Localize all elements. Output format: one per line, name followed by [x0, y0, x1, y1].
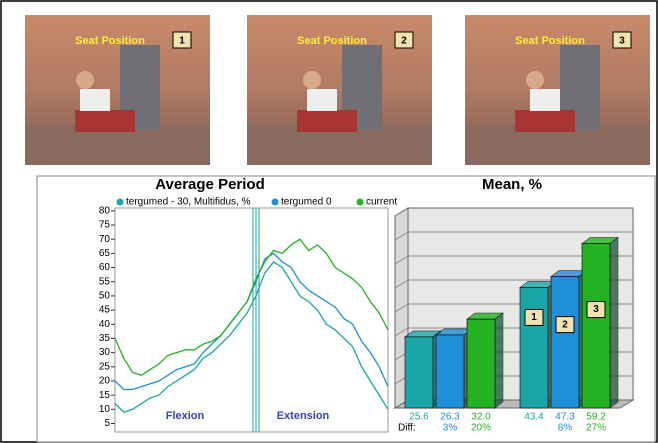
person-body: [530, 89, 560, 111]
legend-label: tergumed 0: [281, 197, 332, 208]
diff-value: 27%: [586, 423, 606, 434]
diff-label: Diff:: [398, 423, 416, 434]
value-label: 43.4: [524, 412, 544, 423]
photo-number-box: [394, 31, 414, 49]
wall-grid-line: [394, 303, 409, 313]
legend-label: tergumed - 30, Multifidus, %: [126, 197, 251, 208]
person-body: [307, 89, 337, 111]
diff-value: 8%: [558, 423, 573, 434]
photo-number: 2: [401, 36, 407, 47]
y-tick-label: 65: [99, 248, 111, 259]
bar-marker-box: [555, 316, 575, 334]
annotation: Flexion: [166, 410, 205, 422]
bar-chart-title: Mean, %: [482, 176, 542, 193]
bar: [466, 318, 496, 409]
line-plot-area: [114, 207, 389, 433]
legend-marker: [116, 198, 124, 206]
y-tick-label: 10: [99, 404, 111, 415]
line: [114, 238, 389, 377]
seat: [297, 110, 357, 132]
bar-side: [494, 312, 504, 409]
y-tick-label: 15: [99, 390, 111, 401]
person-body: [80, 89, 110, 111]
person-head: [303, 71, 321, 89]
y-tick-label: 45: [99, 305, 111, 316]
wall-grid-line: [394, 279, 409, 289]
person-head: [526, 71, 544, 89]
photo-row: Seat Position 1 Seat Position 2 Seat Positio…: [25, 15, 650, 165]
value-label: 59.2: [586, 412, 606, 423]
diff-value: 3%: [443, 423, 458, 434]
photo-number-box: [612, 31, 632, 49]
legend-marker: [356, 198, 364, 206]
photo-label: Seat Position: [297, 35, 367, 47]
y-tick-label: 40: [99, 319, 111, 330]
line-chart-title: Average Period: [155, 176, 265, 193]
value-label: 25.6: [409, 412, 429, 423]
y-tick-label: 5: [104, 418, 110, 429]
y-tick-label: 50: [99, 291, 111, 302]
y-tick-label: 75: [99, 220, 111, 231]
y-tick-label: 35: [99, 333, 111, 344]
photo-label: Seat Position: [515, 35, 585, 47]
bar: [519, 287, 549, 409]
y-tick-label: 25: [99, 361, 111, 372]
bar: [435, 334, 465, 409]
photo-label: Seat Position: [75, 35, 145, 47]
photo-number: 3: [619, 36, 625, 47]
wall-grid-line: [394, 255, 409, 265]
y-tick-label: 30: [99, 347, 111, 358]
bar: [550, 276, 580, 409]
bar: [581, 243, 611, 409]
wall-grid-line: [394, 231, 409, 241]
y-tick-label: 60: [99, 262, 111, 273]
y-tick-label: 80: [99, 205, 111, 216]
value-label: 32.0: [471, 412, 491, 423]
diff-value: 20%: [471, 423, 491, 434]
person-head: [76, 71, 94, 89]
annotation: Extension: [277, 410, 330, 422]
bar-marker: 3: [593, 304, 599, 315]
seat: [515, 110, 575, 132]
y-tick-label: 70: [99, 234, 111, 245]
seat: [75, 110, 135, 132]
wall-grid-line: [394, 327, 409, 337]
photo-number: 1: [179, 36, 185, 47]
legend-label: current: [366, 197, 397, 208]
value-label: 47.3: [555, 412, 575, 423]
line: [114, 261, 389, 413]
photo-number-box: [172, 31, 192, 49]
legend-marker: [271, 198, 279, 206]
bar-marker-box: [524, 308, 544, 326]
bar-marker: 1: [531, 312, 537, 323]
bar: [404, 336, 434, 409]
y-tick-label: 20: [99, 376, 111, 387]
y-tick-label: 55: [99, 276, 111, 287]
bar-marker: 2: [562, 319, 568, 330]
bar-side: [609, 236, 619, 409]
value-label: 26.3: [440, 412, 460, 423]
bar-marker-box: [586, 301, 606, 319]
